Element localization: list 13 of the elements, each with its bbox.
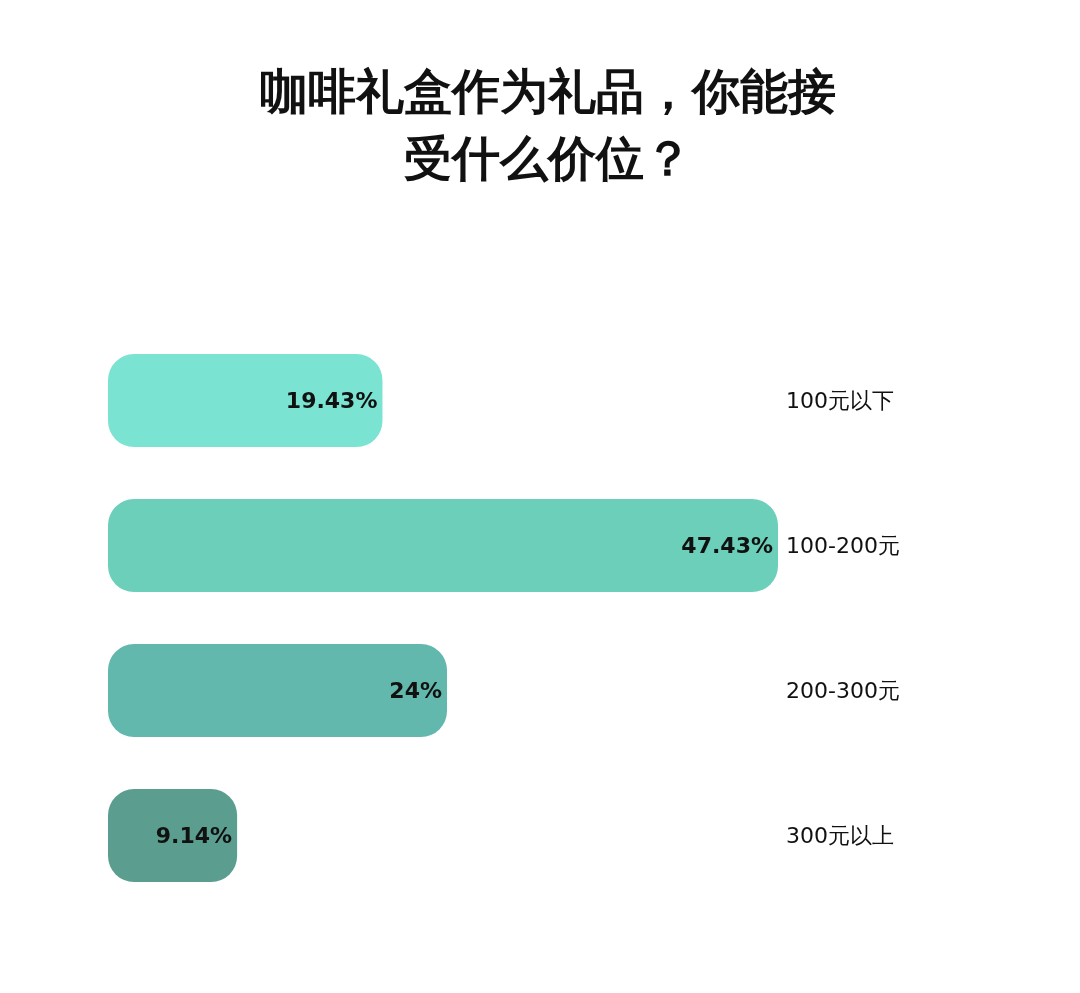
bar [108,354,383,448]
y-tick-label: 300元以上 [786,823,894,849]
y-tick-label: 100-200元 [786,533,900,559]
bar [108,789,238,883]
y-tick-label: 200-300元 [786,678,900,704]
data-label: 19.43% [285,388,378,414]
y-tick-label: 100元以下 [786,388,894,414]
bar [108,644,448,738]
bar [108,499,778,593]
data-label: 47.43% [681,533,773,559]
data-label: 24% [389,678,443,704]
data-label: 9.14% [155,823,233,849]
chart-title: 咖啡礼盒作为礼品，你能接受什么价位？ [259,62,837,189]
